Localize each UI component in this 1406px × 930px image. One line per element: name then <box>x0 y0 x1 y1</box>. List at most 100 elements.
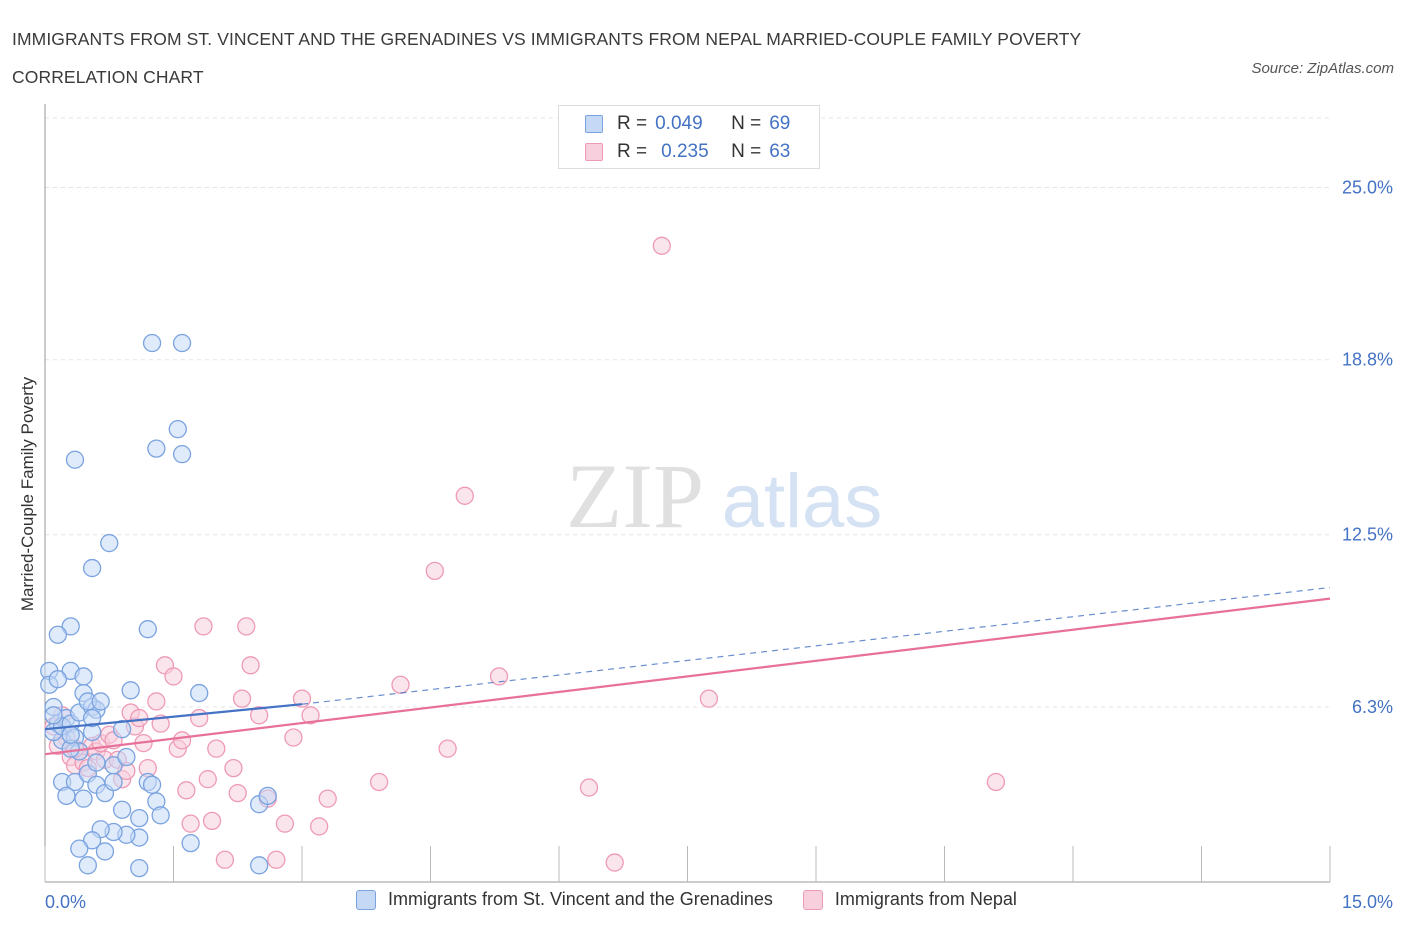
data-point-pink <box>605 853 624 872</box>
data-point-pink <box>284 728 303 747</box>
data-point-pink <box>318 789 337 808</box>
data-point-blue <box>121 681 140 700</box>
data-point-pink <box>181 814 200 833</box>
data-point-pink <box>207 739 226 758</box>
legend-item-label: Immigrants from St. Vincent and the Gren… <box>388 889 773 909</box>
legend-item-nepal: Immigrants from Nepal <box>802 889 1017 910</box>
data-point-blue <box>147 439 166 458</box>
data-point-blue <box>190 683 209 703</box>
data-point-blue <box>61 617 80 636</box>
data-point-blue <box>48 670 67 689</box>
data-point-blue <box>82 708 102 728</box>
series-nepal-points <box>44 236 1006 872</box>
legend-r-label: R = <box>617 113 648 134</box>
legend-swatch-pink <box>802 889 823 910</box>
y-tick-label: 18.8% <box>1342 350 1393 370</box>
data-point-pink <box>130 708 149 728</box>
y-tick-label: 25.0% <box>1342 177 1393 197</box>
y-tick-label: 6.3% <box>1352 697 1393 717</box>
data-point-blue <box>100 533 119 553</box>
data-point-blue <box>78 856 97 875</box>
chart-title: IMMIGRANTS FROM ST. VINCENT AND THE GREN… <box>12 20 1192 96</box>
data-point-blue <box>61 725 80 744</box>
data-point-pink <box>202 811 222 831</box>
data-point-pink <box>652 236 671 255</box>
data-point-pink <box>194 617 213 636</box>
data-point-blue <box>91 692 110 711</box>
data-point-pink <box>267 850 286 869</box>
data-point-blue <box>87 753 106 772</box>
data-point-blue <box>168 420 187 439</box>
data-point-pink <box>250 706 269 725</box>
legend-series: Immigrants from St. Vincent and the Gren… <box>356 889 1047 910</box>
data-point-pink <box>425 561 444 580</box>
data-point-blue <box>258 786 277 806</box>
trend-lines <box>44 586 1331 756</box>
data-point-pink <box>391 675 410 694</box>
data-point-pink <box>369 772 389 792</box>
data-point-blue <box>142 333 162 353</box>
legend-item-svg: Immigrants from St. Vincent and the Gren… <box>356 889 773 910</box>
data-point-blue <box>181 833 200 853</box>
data-point-blue <box>130 808 149 828</box>
data-point-pink <box>275 814 295 833</box>
data-point-pink <box>190 708 209 728</box>
data-point-blue <box>48 625 67 644</box>
trend-line-extension-blue <box>301 586 1331 705</box>
legend-swatch-pink <box>585 143 603 161</box>
data-point-pink <box>489 667 509 686</box>
data-point-pink <box>237 617 256 636</box>
legend-swatch-blue <box>585 115 603 133</box>
legend-r-label: R = <box>617 141 648 162</box>
data-point-pink <box>172 731 192 750</box>
data-point-pink <box>215 850 235 869</box>
series-svg-points <box>40 333 277 878</box>
legend-n-value: 63 <box>769 141 791 162</box>
watermark-atlas: atlas <box>722 459 883 544</box>
data-point-blue <box>74 667 93 686</box>
legend-n-label: N = <box>731 113 762 134</box>
data-point-pink <box>198 770 217 789</box>
legend-n-label: N = <box>731 141 762 162</box>
legend-r-value: 0.235 <box>661 141 709 162</box>
data-point-pink <box>228 783 247 803</box>
legend-r-value: 0.049 <box>655 113 703 134</box>
data-point-pink <box>438 739 457 758</box>
data-point-blue <box>65 772 85 792</box>
data-point-blue <box>65 450 85 469</box>
data-point-blue <box>172 333 192 353</box>
data-point-blue <box>250 856 269 875</box>
data-point-blue <box>82 558 102 578</box>
y-axis-label: Married-Couple Family Poverty <box>18 376 37 611</box>
data-point-blue <box>112 800 132 819</box>
data-point-blue <box>74 789 93 808</box>
data-point-blue <box>70 839 89 858</box>
data-point-pink <box>164 667 183 686</box>
data-point-blue <box>82 831 102 850</box>
data-point-blue <box>151 806 170 825</box>
data-point-blue <box>57 786 76 806</box>
watermark-zip: ZIP <box>566 445 704 547</box>
legend-stats: R = 0.049 N = 69 R = 0.235 N = 63 <box>558 105 820 169</box>
chart-title-line-1: IMMIGRANTS FROM ST. VINCENT AND THE GREN… <box>12 29 1082 49</box>
data-point-pink <box>699 689 719 708</box>
trend-line-blue <box>44 703 303 731</box>
data-point-pink <box>986 772 1006 792</box>
data-point-pink <box>309 817 329 836</box>
chart-title-line-2: CORRELATION CHART <box>12 67 204 87</box>
axes <box>44 104 1331 883</box>
tick-labels: 6.3% 12.5% 18.8% 25.0% 0.0% 15.0% <box>45 177 1393 912</box>
data-point-pink <box>301 706 320 725</box>
data-point-pink <box>292 689 312 708</box>
data-point-blue <box>172 445 192 464</box>
source-label: Source: ZipAtlas.com <box>1251 60 1394 77</box>
data-point-blue <box>142 775 162 794</box>
data-point-blue <box>95 842 115 861</box>
data-point-pink <box>147 692 166 711</box>
data-point-blue <box>138 620 157 639</box>
data-point-blue <box>44 706 63 725</box>
legend-item-label: Immigrants from Nepal <box>834 889 1017 909</box>
data-point-blue <box>130 858 149 878</box>
grid-lines <box>45 117 1330 708</box>
data-point-pink <box>579 778 599 797</box>
